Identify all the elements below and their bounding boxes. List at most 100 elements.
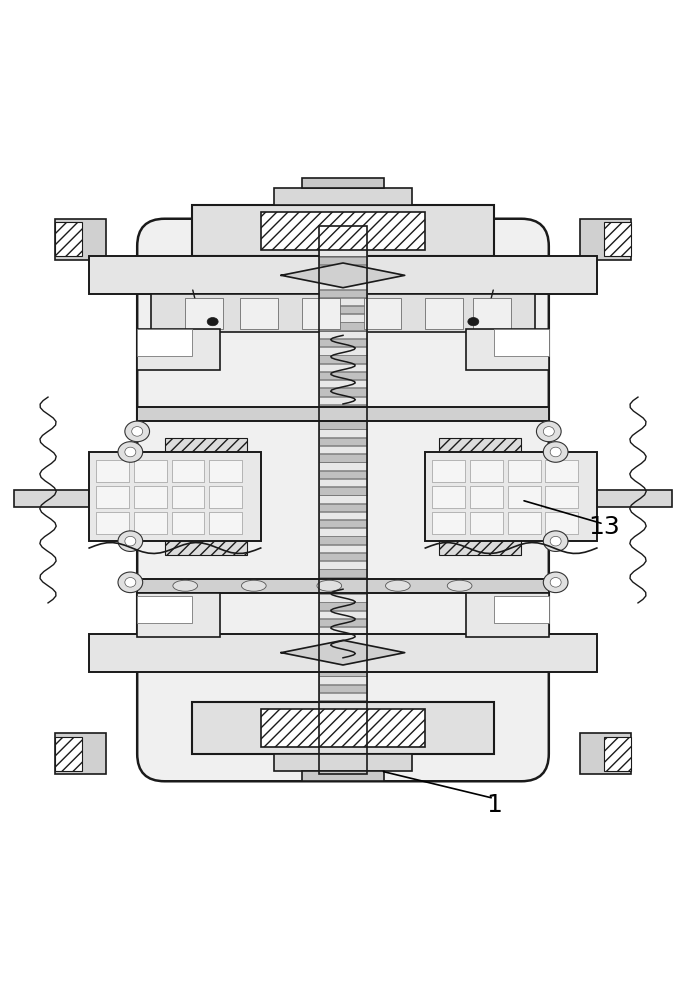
Bar (364, 298, 401, 328)
Ellipse shape (207, 318, 218, 326)
Bar (319, 248, 367, 256)
Bar (470, 460, 503, 482)
Bar (302, 178, 384, 188)
Bar (319, 232, 367, 239)
Bar (172, 486, 204, 508)
Bar (319, 685, 367, 692)
Bar (319, 536, 367, 544)
Bar (319, 668, 367, 676)
Polygon shape (281, 640, 405, 665)
Bar (319, 224, 367, 231)
Ellipse shape (447, 580, 472, 591)
Bar (319, 438, 367, 445)
Bar (425, 452, 597, 541)
Bar (319, 619, 367, 626)
Bar (319, 528, 367, 536)
Bar (319, 726, 367, 733)
Bar (319, 759, 367, 766)
Bar (319, 364, 367, 371)
Bar (319, 281, 367, 289)
Ellipse shape (317, 580, 342, 591)
Bar (470, 486, 503, 508)
Bar (319, 454, 367, 462)
Polygon shape (281, 263, 405, 288)
Bar (425, 298, 463, 328)
Bar (137, 596, 192, 623)
Bar (172, 460, 204, 482)
Bar (274, 188, 412, 205)
Bar (432, 512, 465, 534)
Ellipse shape (550, 578, 561, 587)
Bar (319, 355, 367, 363)
Bar (319, 676, 367, 684)
Bar (604, 737, 631, 771)
Bar (432, 486, 465, 508)
Bar (302, 771, 384, 781)
Ellipse shape (543, 572, 568, 593)
Bar (319, 553, 367, 560)
Bar (89, 256, 597, 294)
Bar (319, 578, 367, 585)
Bar (494, 328, 549, 356)
Ellipse shape (550, 536, 561, 546)
Bar (319, 660, 367, 667)
Ellipse shape (536, 421, 561, 442)
Bar (319, 644, 367, 651)
Bar (432, 460, 465, 482)
Bar (508, 512, 541, 534)
Bar (319, 405, 367, 412)
Bar (55, 219, 106, 260)
Polygon shape (439, 438, 521, 555)
Bar (89, 634, 597, 672)
Bar (209, 460, 242, 482)
FancyBboxPatch shape (137, 219, 549, 781)
Bar (319, 561, 367, 569)
Bar (137, 407, 549, 421)
Bar (604, 222, 631, 256)
Polygon shape (165, 438, 247, 555)
Bar (319, 504, 367, 511)
Bar (137, 593, 220, 637)
Bar (319, 462, 367, 470)
Bar (319, 718, 367, 725)
Bar (172, 512, 204, 534)
Bar (319, 586, 367, 593)
Bar (319, 471, 367, 478)
Bar (55, 222, 82, 256)
Bar (319, 257, 367, 264)
Bar (319, 322, 367, 330)
Ellipse shape (173, 580, 198, 591)
Bar (508, 486, 541, 508)
Bar (466, 328, 549, 370)
Ellipse shape (118, 531, 143, 551)
Bar (14, 490, 89, 507)
Ellipse shape (543, 427, 554, 436)
Bar (134, 486, 167, 508)
Bar (319, 627, 367, 634)
Bar (137, 328, 192, 356)
Bar (137, 579, 549, 593)
Bar (473, 298, 511, 328)
Bar (319, 372, 367, 379)
Bar (580, 733, 631, 774)
Bar (319, 635, 367, 643)
Bar (545, 460, 578, 482)
Bar (96, 486, 129, 508)
Ellipse shape (386, 580, 410, 591)
Bar (319, 290, 367, 297)
Bar (319, 545, 367, 552)
Bar (209, 512, 242, 534)
Bar (319, 487, 367, 495)
Bar (319, 413, 367, 420)
Bar (466, 593, 549, 637)
Bar (55, 737, 82, 771)
Bar (319, 767, 367, 774)
Bar (134, 460, 167, 482)
Bar (545, 486, 578, 508)
Ellipse shape (125, 536, 136, 546)
Text: 13: 13 (588, 515, 619, 539)
Ellipse shape (550, 447, 561, 457)
Ellipse shape (125, 578, 136, 587)
Bar (319, 734, 367, 741)
Ellipse shape (118, 572, 143, 593)
